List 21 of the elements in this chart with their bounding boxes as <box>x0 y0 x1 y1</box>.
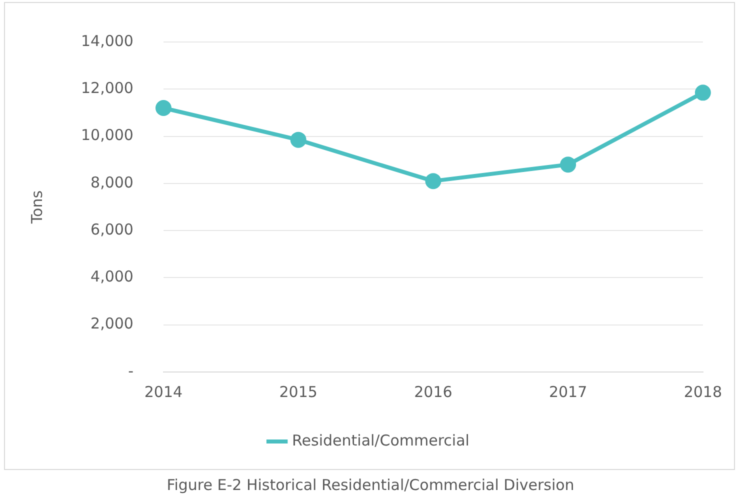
y-tick-label: 4,000 <box>90 268 134 286</box>
y-tick-label: 14,000 <box>80 32 134 50</box>
x-tick-label: 2018 <box>684 382 722 401</box>
y-tick-label: 8,000 <box>90 173 134 192</box>
y-tick-label: - <box>128 362 134 380</box>
x-tick-label: 2017 <box>548 382 588 401</box>
point <box>694 84 711 101</box>
y-tick-label: 10,000 <box>80 126 134 144</box>
y-tick-label: 6,000 <box>90 220 134 238</box>
legend-label: Residential/Commercial <box>292 431 470 450</box>
point <box>560 156 576 173</box>
y-axis-title: Tons <box>28 190 46 225</box>
y-tick-label: 2,000 <box>90 314 134 333</box>
point <box>425 173 442 190</box>
x-tick-label: 2014 <box>144 382 183 401</box>
y-tick-label: 12,000 <box>80 79 134 98</box>
point <box>290 132 306 148</box>
text: Figure E-2 Historical Residential/Commercial Diversion <box>166 476 576 494</box>
x-tick-label: 2016 <box>414 382 452 401</box>
x-tick-label: 2015 <box>279 382 318 401</box>
point <box>155 100 172 116</box>
